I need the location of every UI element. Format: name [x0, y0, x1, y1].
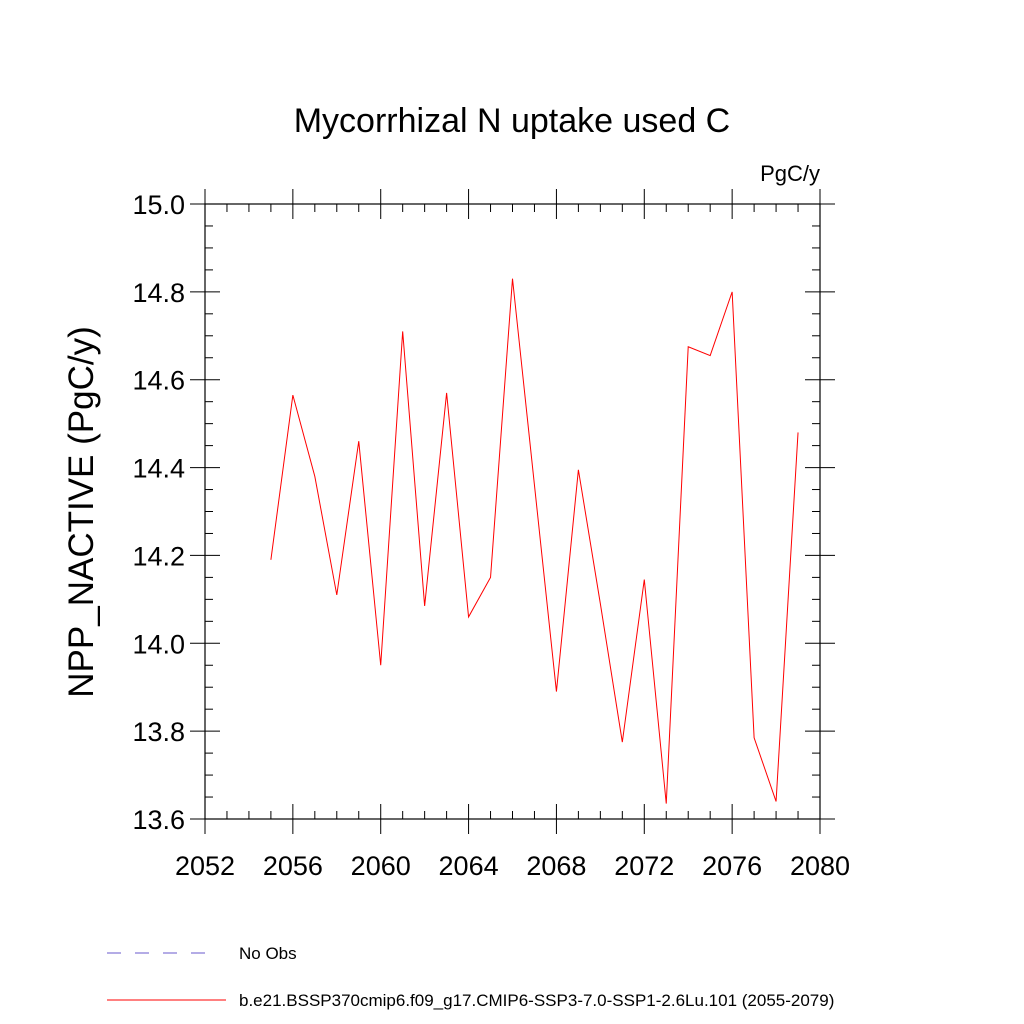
legend: No Obs b.e21.BSSP370cmip6.f09_g17.CMIP6-…: [107, 944, 834, 1010]
y-tick-label: 13.8: [132, 717, 185, 747]
plot-frame: [204, 203, 821, 820]
y-tick-label: 14.6: [132, 366, 185, 396]
x-tick-label: 2068: [526, 851, 586, 881]
chart-title: Mycorrhizal N uptake used C: [294, 102, 731, 140]
x-tick-label: 2064: [439, 851, 499, 881]
tick-labels: 2052 2056 2060 2064 2068 2072 2076 2080 13.6 13.8…: [132, 190, 850, 881]
x-tick-label: 2056: [263, 851, 323, 881]
y-tick-label: 13.6: [132, 805, 185, 835]
y-tick-label: 14.0: [132, 629, 185, 659]
x-tick-label: 2052: [175, 851, 235, 881]
x-tick-label: 2060: [351, 851, 411, 881]
y-tick-label: 15.0: [132, 190, 185, 220]
y-tick-label: 14.2: [132, 541, 185, 571]
y-tick-label: 14.4: [132, 454, 185, 484]
x-tick-label: 2076: [702, 851, 762, 881]
y-axis-label: NPP_NACTIVE (PgC/y): [62, 326, 101, 697]
units-label: PgC/y: [760, 161, 820, 186]
x-tick-label: 2072: [614, 851, 674, 881]
y-tick-label: 14.8: [132, 278, 185, 308]
series-line: [270, 278, 799, 804]
x-tick-label: 2080: [790, 851, 850, 881]
axis-ticks: [190, 189, 835, 834]
legend-label-no-obs: No Obs: [239, 944, 297, 963]
series-layer: [270, 278, 799, 804]
legend-label-model: b.e21.BSSP370cmip6.f09_g17.CMIP6-SSP3-7.…: [239, 991, 834, 1010]
